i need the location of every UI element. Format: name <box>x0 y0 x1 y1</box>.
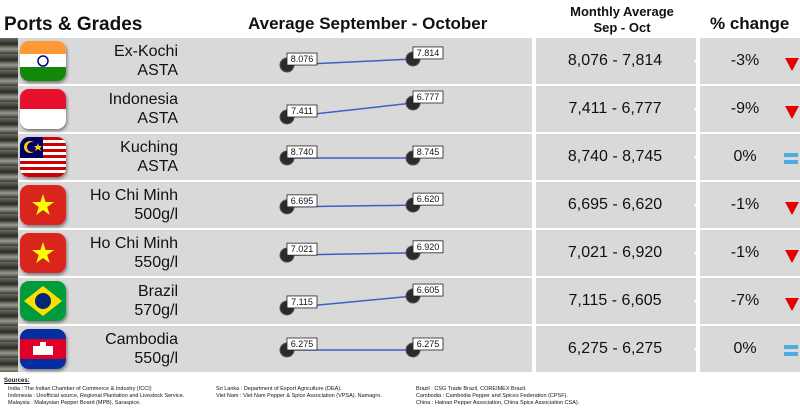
row-band <box>18 86 532 132</box>
row-band <box>18 230 532 276</box>
down-arrow-icon <box>785 298 799 311</box>
monthly-range: 7,115 - 6,605 <box>568 292 662 309</box>
row-band <box>536 134 696 180</box>
sources-block: Sources: India : The Indian Chamber of C… <box>4 378 800 406</box>
source-line: Malaysia : Malaysian Pepper Board (MPB),… <box>8 400 141 406</box>
row-band <box>700 86 800 132</box>
port-grade-label: Ho Chi Minh 500g/l <box>70 186 178 224</box>
sources-title: Sources: <box>4 378 30 384</box>
row-band <box>536 278 696 324</box>
sources-column-1: India : The Indian Chamber of Commerce &… <box>8 386 184 407</box>
monthly-range: 8,076 - 7,814 <box>567 52 663 69</box>
pepper-row: Kuching ASTA 8,740 - 8,745 0% <box>0 134 800 180</box>
row-band <box>700 326 800 372</box>
percent-change: 0% <box>733 148 757 165</box>
percent-change: -1% <box>730 196 760 213</box>
equal-icon <box>784 345 798 357</box>
port-grade-label: Indonesia ASTA <box>70 90 178 128</box>
pepper-row: Indonesia ASTA 7,411 - 6,777 -9% <box>0 86 800 132</box>
port-name: Kuching <box>120 139 178 156</box>
row-band <box>18 182 532 228</box>
source-line: India : The Indian Chamber of Commerce &… <box>8 386 152 392</box>
source-line: Viet Nam : Viet Nam Pepper & Spice Assoc… <box>216 393 382 399</box>
source-line: Indonesia : Unofficial source, Regional … <box>8 393 185 399</box>
row-band <box>700 278 800 324</box>
cambodia-flag-icon <box>20 329 66 369</box>
row-band <box>18 326 532 372</box>
grade-name: 500g/l <box>134 206 178 223</box>
monthly-range: 7,021 - 6,920 <box>567 244 663 261</box>
grade-name: ASTA <box>137 158 178 175</box>
percent-change: -3% <box>730 52 760 69</box>
sources-column-3: Brazil : CSG Trade Brazil, COREIMEX Braz… <box>416 386 579 407</box>
down-arrow-icon <box>785 106 799 119</box>
pepper-row: Ho Chi Minh 550g/l 7,021 - 6,920 -1% <box>0 230 800 276</box>
down-arrow-icon <box>785 250 799 263</box>
pepper-row: Brazil 570g/l 7,115 - 6,605 -7% <box>0 278 800 324</box>
vietnam-flag-icon <box>20 185 66 225</box>
row-band <box>700 182 800 228</box>
average-header: Average September - October <box>248 14 488 33</box>
pepper-row: Ex-Kochi ASTA 8,076 - 7,814 -3% <box>0 38 800 84</box>
row-band <box>18 38 532 84</box>
monthly-range: 6,275 - 6,275 <box>567 340 663 357</box>
source-line: China : Hainan Pepper Association, China… <box>416 400 580 406</box>
monthly-average-header: Monthly Average Sep - Oct <box>548 4 696 36</box>
percent-change: -9% <box>730 100 760 117</box>
ports-grades-header: Ports & Grades <box>4 14 143 35</box>
vietnam-flag-icon <box>20 233 66 273</box>
port-grade-label: Cambodia 550g/l <box>70 330 178 368</box>
monthly-range: 8,740 - 8,745 <box>567 148 663 165</box>
india-flag-icon <box>20 41 66 81</box>
grade-name: ASTA <box>137 110 178 127</box>
malaysia-flag-icon <box>20 137 66 177</box>
monthly-average-line1: Monthly Average <box>570 4 674 19</box>
port-name: Ho Chi Minh <box>89 235 178 252</box>
row-band <box>700 38 800 84</box>
row-band <box>536 38 696 84</box>
port-grade-label: Kuching ASTA <box>70 138 178 176</box>
port-grade-label: Ho Chi Minh 550g/l <box>70 234 178 272</box>
port-name: Ho Chi Minh <box>89 187 178 204</box>
source-line: Brazil : CSG Trade Brazil, COREIMEX Braz… <box>416 386 527 392</box>
source-line: Sri Lanka : Department of Export Agricul… <box>216 386 342 392</box>
equal-icon <box>784 153 798 165</box>
grade-name: 570g/l <box>134 302 178 319</box>
row-band <box>700 230 800 276</box>
monthly-average-line2: Sep - Oct <box>593 20 651 35</box>
sources-column-2: Sri Lanka : Department of Export Agricul… <box>216 386 382 400</box>
pepper-row: Cambodia 550g/l 6,275 - 6,275 0% <box>0 326 800 372</box>
row-band <box>536 230 696 276</box>
port-name: Ex-Kochi <box>113 43 178 60</box>
brazil-flag-icon <box>20 281 66 321</box>
pepper-row: Ho Chi Minh 500g/l 6,695 - 6,620 -1% <box>0 182 800 228</box>
port-name: Brazil <box>137 283 178 300</box>
row-band <box>18 278 532 324</box>
peppercorn-texture <box>0 38 18 372</box>
monthly-range: 6,695 - 6,620 <box>567 196 663 213</box>
percent-change-header: % change <box>710 14 790 33</box>
port-name: Cambodia <box>105 331 178 348</box>
down-arrow-icon <box>785 58 799 71</box>
monthly-range: 7,411 - 6,777 <box>568 100 662 117</box>
percent-change: -7% <box>730 292 760 309</box>
grade-name: ASTA <box>137 62 178 79</box>
grade-name: 550g/l <box>134 254 178 271</box>
row-band <box>536 182 696 228</box>
port-grade-label: Brazil 570g/l <box>70 282 178 320</box>
row-band <box>700 134 800 180</box>
percent-change: -1% <box>730 244 760 261</box>
indonesia-flag-icon <box>20 89 66 129</box>
port-name: Indonesia <box>108 91 178 108</box>
row-band <box>18 134 532 180</box>
down-arrow-icon <box>785 202 799 215</box>
source-line: Cambodia : Cambodia Pepper and Spices Fe… <box>416 393 568 399</box>
row-band <box>536 86 696 132</box>
percent-change: 0% <box>733 340 757 357</box>
port-grade-label: Ex-Kochi ASTA <box>70 42 178 80</box>
grade-name: 550g/l <box>134 350 178 367</box>
row-band <box>536 326 696 372</box>
